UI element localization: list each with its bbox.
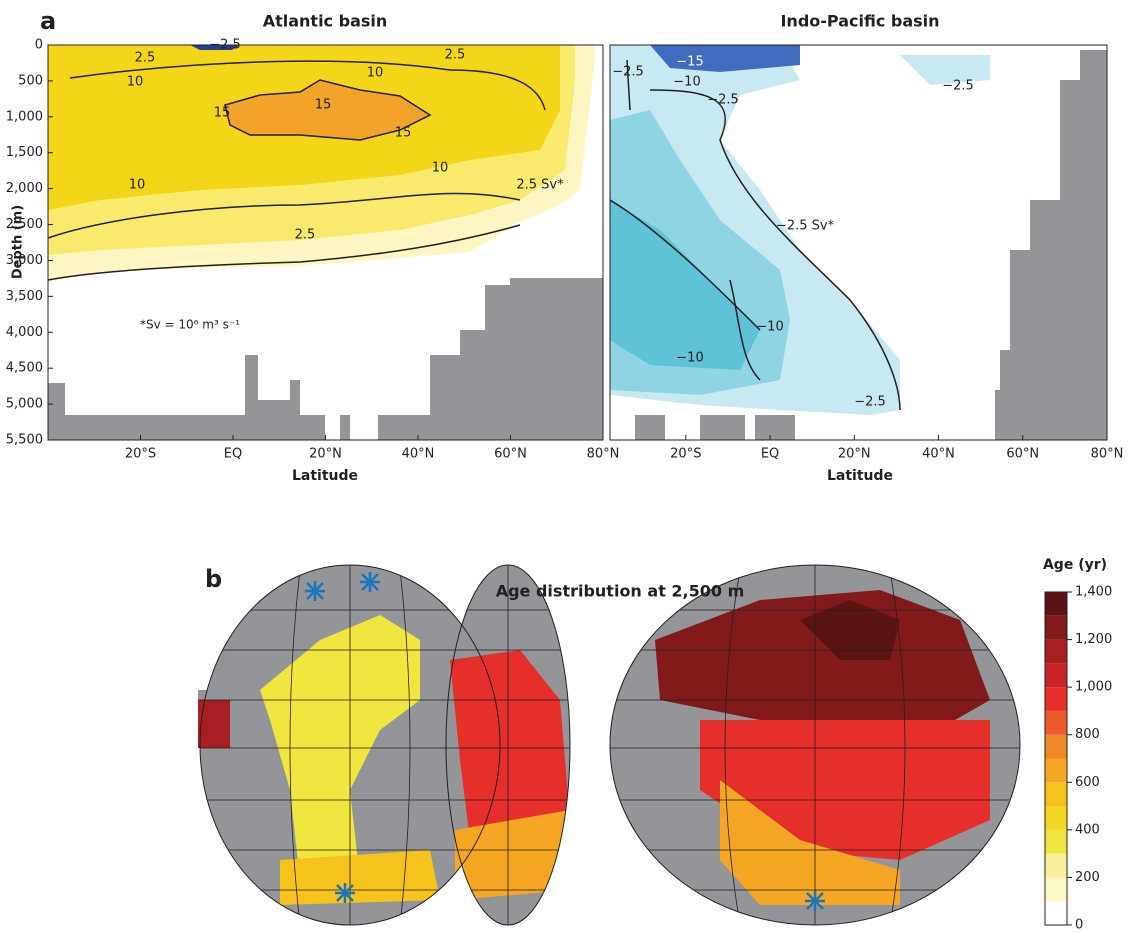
colorbar-title: Age (yr) bbox=[1043, 557, 1107, 573]
x-tick-label: 80°N bbox=[1091, 447, 1124, 462]
colorbar-band bbox=[1045, 758, 1067, 783]
contour-label: −10 bbox=[756, 320, 783, 335]
colorbar-band bbox=[1045, 639, 1067, 664]
contour-label: 2.5 bbox=[295, 228, 316, 243]
x-tick-label: 80°N bbox=[587, 447, 620, 462]
x-tick-label: 20°N bbox=[838, 447, 871, 462]
markers bbox=[305, 572, 825, 911]
contour-label: −2.5 Sv* bbox=[776, 219, 835, 234]
panel-label: a bbox=[40, 7, 56, 35]
x-tick-label: 20°N bbox=[309, 447, 342, 462]
contour-label: 2.5 bbox=[135, 51, 156, 66]
colorbar-band bbox=[1045, 829, 1067, 854]
panel-label: b bbox=[205, 565, 222, 593]
x-axis-title: Latitude bbox=[827, 468, 893, 484]
colorbar-tick-label: 600 bbox=[1075, 775, 1100, 790]
contour-label: 2.5 Sv* bbox=[516, 178, 564, 193]
colorbar-tick-label: 0 bbox=[1075, 918, 1083, 933]
pacific-field bbox=[610, 45, 1107, 440]
y-tick-label: 500 bbox=[18, 73, 43, 88]
colorbar-tick-label: 1,200 bbox=[1075, 632, 1112, 647]
contour-label: −2.5 bbox=[707, 93, 739, 108]
contour-label: 15 bbox=[315, 98, 332, 113]
colorbar-band bbox=[1045, 806, 1067, 830]
x-tick-label: 60°N bbox=[1006, 447, 1039, 462]
y-tick-label: 2,500 bbox=[6, 217, 43, 232]
x-tick-label: EQ bbox=[761, 447, 779, 462]
colorbar-tick-label: 200 bbox=[1075, 870, 1100, 885]
x-tick-label: EQ bbox=[224, 447, 242, 462]
y-tick-label: 1,500 bbox=[6, 145, 43, 160]
colorbar-tick-label: 400 bbox=[1075, 822, 1100, 837]
colorbar-band bbox=[1045, 782, 1067, 807]
contour-label: 10 bbox=[367, 66, 384, 81]
contour-label: −15 bbox=[676, 55, 703, 70]
colorbar-tick-label: 800 bbox=[1075, 727, 1100, 742]
x-axis-title: Latitude bbox=[292, 468, 358, 484]
colorbar-band bbox=[1045, 877, 1067, 902]
y-tick-label: 1,000 bbox=[6, 109, 43, 124]
y-tick-label: 2,000 bbox=[6, 181, 43, 196]
x-tick-label: 40°N bbox=[922, 447, 955, 462]
x-tick-label: 60°N bbox=[494, 447, 527, 462]
colorbar-tick-label: 1,400 bbox=[1075, 585, 1112, 600]
y-tick-label: 5,500 bbox=[6, 433, 43, 448]
x-tick-label: 20°S bbox=[125, 447, 156, 462]
contour-label: 15 bbox=[395, 126, 412, 141]
colorbar-band bbox=[1045, 901, 1067, 925]
colorbar-band bbox=[1045, 710, 1067, 735]
contour-label: −10 bbox=[673, 75, 700, 90]
title: Indo-Pacific basin bbox=[780, 12, 939, 31]
y-tick-label: 3,500 bbox=[6, 289, 43, 304]
contour-label: 15 bbox=[214, 106, 231, 121]
plot-frame bbox=[609, 44, 1108, 441]
contour-label: 2.5 bbox=[445, 48, 466, 63]
y-axis-title: Depth (m) bbox=[11, 205, 26, 279]
contour-label: −2.5 bbox=[612, 65, 644, 80]
contour-label: 10 bbox=[129, 178, 146, 193]
annotation: *Sv = 10⁶ m³ s⁻¹ bbox=[140, 318, 240, 332]
colorbar-band bbox=[1045, 592, 1067, 616]
y-tick-label: 5,000 bbox=[6, 397, 43, 412]
colorbar-band bbox=[1045, 687, 1067, 711]
contour-label: −10 bbox=[676, 351, 703, 366]
contour-label: −2.5 bbox=[942, 79, 974, 94]
colorbar-band bbox=[1045, 734, 1067, 759]
y-tick-label: 4,500 bbox=[6, 361, 43, 376]
contour-label: 10 bbox=[127, 75, 144, 90]
colorbar-tick-label: 1,000 bbox=[1075, 680, 1112, 695]
contour-label: −2.5 bbox=[209, 38, 241, 53]
y-tick-label: 0 bbox=[35, 38, 43, 53]
colorbar-frame bbox=[1044, 591, 1068, 926]
colorbar-band bbox=[1045, 853, 1067, 878]
atlantic-field bbox=[48, 45, 603, 440]
x-tick-label: 20°S bbox=[670, 447, 701, 462]
x-tick-label: 40°N bbox=[402, 447, 435, 462]
colorbar-band bbox=[1045, 663, 1067, 688]
title: Atlantic basin bbox=[263, 12, 388, 31]
y-tick-label: 3,000 bbox=[6, 253, 43, 268]
colorbar-band bbox=[1045, 615, 1067, 640]
y-tick-label: 4,000 bbox=[6, 325, 43, 340]
title: Age distribution at 2,500 m bbox=[496, 582, 745, 601]
contour-label: 10 bbox=[432, 161, 449, 176]
contour-label: −2.5 bbox=[854, 395, 886, 410]
